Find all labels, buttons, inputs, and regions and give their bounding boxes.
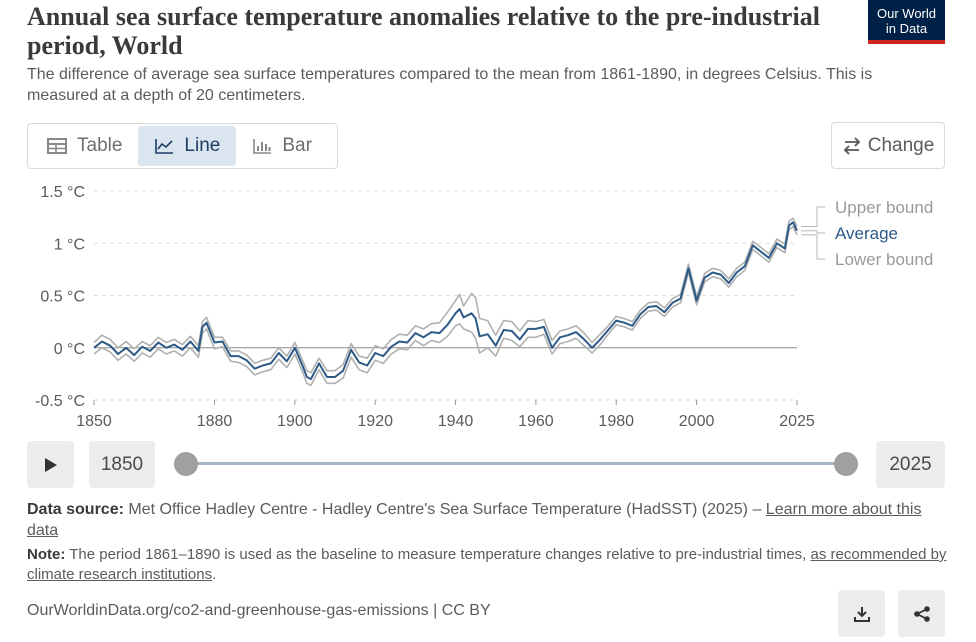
line-chart: -0.5 °C 0 °C 0.5 °C 1 °C 1.5 °C 1850 1880 1900 1…: [35, 184, 933, 430]
legend-connector: [801, 230, 825, 234]
tab-bar[interactable]: Bar: [236, 126, 328, 166]
logo-line1: Our World: [877, 6, 936, 21]
timeline-start-label[interactable]: 1850: [89, 441, 155, 488]
legend-label: Lower bound: [835, 250, 933, 269]
series-line-lower-bound: [93, 225, 798, 387]
x-tick-label: 2025: [779, 413, 815, 430]
play-icon: [44, 457, 57, 472]
line-chart-icon: [155, 139, 174, 154]
bar-chart-icon: [253, 139, 272, 154]
series-line-upper-bound: [93, 217, 798, 374]
timeline-slider[interactable]: [186, 462, 846, 465]
change-button[interactable]: Change: [831, 122, 945, 169]
change-button-label: Change: [867, 134, 935, 156]
swap-arrows-icon: [843, 136, 860, 155]
legend-label: Average: [835, 224, 898, 243]
note-label: Note:: [27, 546, 66, 563]
tab-line[interactable]: Line: [138, 126, 237, 166]
data-source-text: Met Office Hadley Centre - Hadley Centre…: [128, 501, 762, 518]
share-button[interactable]: [898, 590, 945, 637]
timeline-end-handle[interactable]: [834, 452, 858, 476]
download-icon: [853, 606, 870, 622]
x-tick-label: 1940: [438, 413, 474, 430]
footer-citation[interactable]: OurWorldinData.org/co2-and-greenhouse-ga…: [27, 602, 491, 619]
x-tick-label: 1920: [357, 413, 393, 430]
legend-label: Upper bound: [835, 198, 933, 217]
chart-subtitle: The difference of average sea surface te…: [27, 66, 873, 104]
timeline-end-label[interactable]: 2025: [876, 441, 945, 488]
legend-connector: [801, 234, 825, 260]
x-tick-label: 1900: [277, 413, 313, 430]
view-tabs: Table Line Bar: [27, 123, 338, 169]
note-link[interactable]: as recommended by climate research insti…: [27, 546, 947, 583]
chart-title: Annual sea surface temperature anomalies…: [27, 2, 820, 60]
chart-note: Note: The period 1861–1890 is used as th…: [27, 545, 947, 585]
y-tick-label: 1.5 °C: [40, 184, 85, 201]
data-source-label: Data source:: [27, 501, 124, 518]
tab-table[interactable]: Table: [31, 126, 138, 166]
timeline-start-handle[interactable]: [174, 452, 198, 476]
download-button[interactable]: [838, 590, 885, 637]
series-line-average: [93, 221, 798, 381]
legend-connector: [801, 206, 825, 227]
x-tick-label: 1980: [598, 413, 634, 430]
table-icon: [47, 138, 67, 154]
y-tick-label: -0.5 °C: [35, 393, 85, 410]
data-source: Data source: Met Office Hadley Centre - …: [27, 499, 947, 541]
x-tick-label: 1960: [518, 413, 554, 430]
learn-more-link[interactable]: Learn more about this data: [27, 501, 922, 539]
share-icon: [913, 605, 930, 622]
tab-line-label: Line: [184, 135, 221, 156]
owid-logo[interactable]: Our World in Data: [868, 0, 945, 44]
y-tick-label: 0.5 °C: [40, 289, 85, 306]
x-tick-label: 1850: [76, 413, 112, 430]
x-tick-label: 1880: [197, 413, 233, 430]
y-tick-label: 1 °C: [54, 236, 85, 253]
tab-table-label: Table: [77, 135, 123, 156]
y-tick-label: 0 °C: [54, 341, 85, 358]
play-button[interactable]: [27, 441, 74, 488]
logo-line2: in Data: [885, 21, 928, 36]
tab-bar-label: Bar: [282, 135, 312, 156]
note-text: The period 1861–1890 is used as the base…: [69, 546, 807, 563]
note-end: .: [212, 566, 217, 583]
x-tick-label: 2000: [679, 413, 715, 430]
